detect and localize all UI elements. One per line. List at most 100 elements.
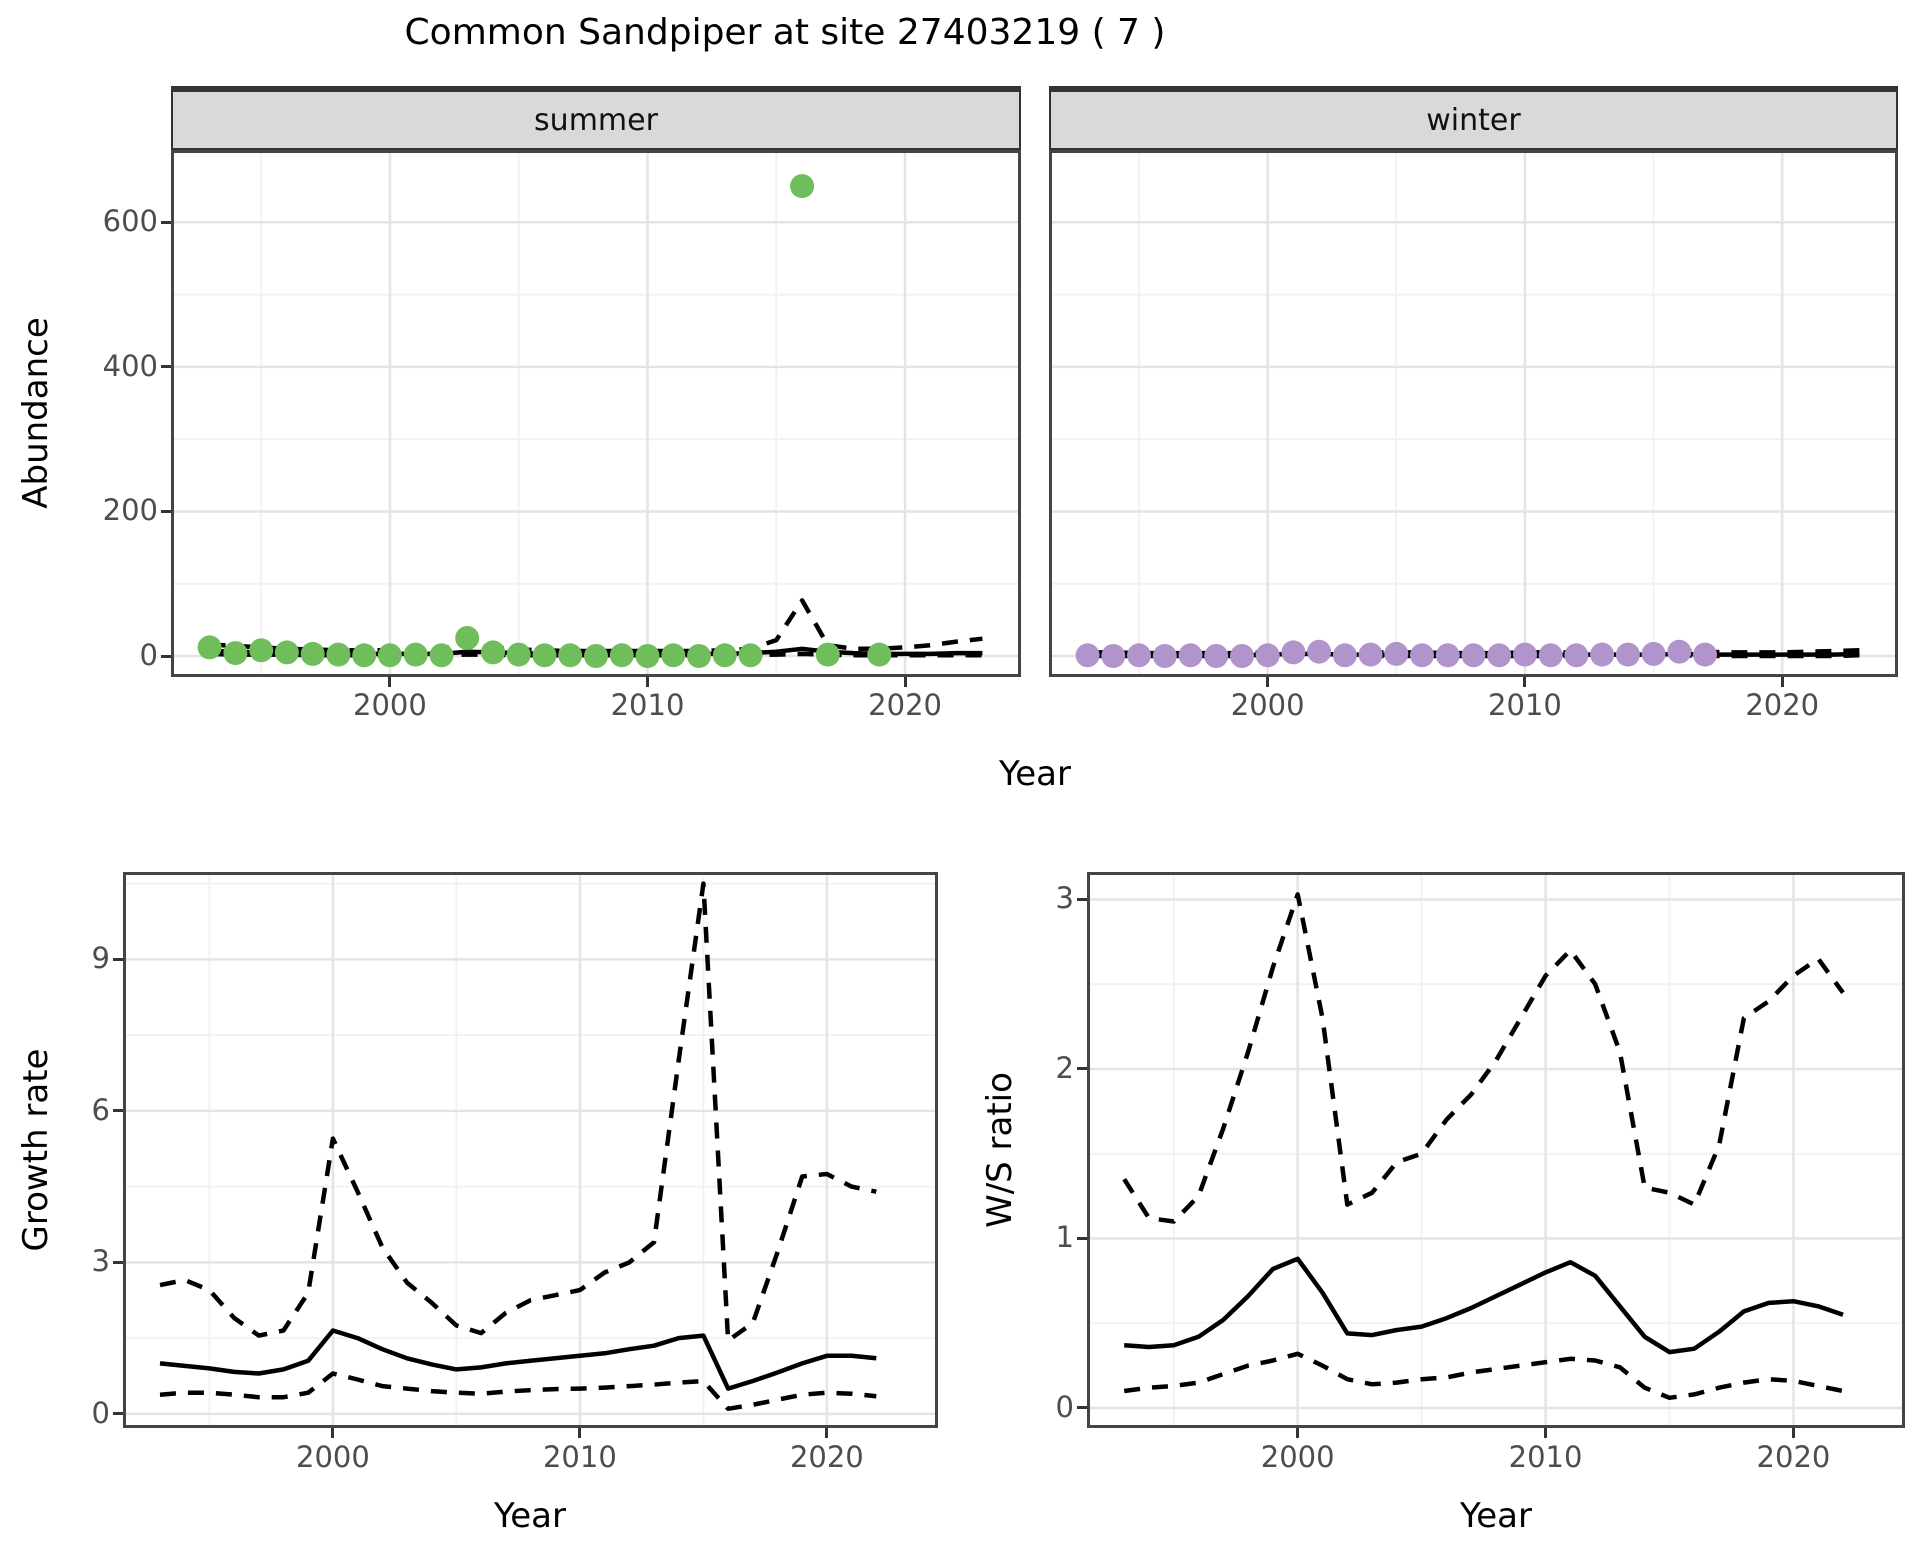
x-tick-label: 2010 (1508, 1440, 1583, 1474)
data-point (274, 640, 299, 665)
x-tick-label: 2010 (1488, 688, 1562, 722)
x-tick-label: 2000 (296, 1440, 370, 1474)
data-point (1667, 639, 1692, 664)
panel-border (1087, 872, 1905, 1428)
panel-border (1049, 150, 1898, 677)
x-tick-mark (825, 1428, 829, 1438)
x-tick-mark (646, 677, 649, 687)
ws-year-axis-title: Year (1460, 1496, 1532, 1536)
data-point (1230, 644, 1254, 668)
y-tick-mark (1077, 897, 1087, 901)
x-tick-mark (388, 677, 392, 687)
data-point (635, 644, 660, 668)
confidence-interval-line (1123, 1351, 1844, 1401)
data-point (1590, 642, 1615, 667)
data-point (1538, 643, 1563, 668)
data-point (1358, 642, 1383, 667)
confidence-interval-line (209, 598, 983, 654)
growth-year-axis-title: Year (494, 1496, 566, 1536)
data-point (867, 642, 892, 667)
facet-strip-summer: summer (171, 86, 1021, 150)
abundance-axis-title: Abundance (16, 317, 56, 509)
y-tick-label: 3 (91, 1244, 110, 1279)
data-point (712, 643, 737, 668)
data-point (1178, 643, 1203, 668)
y-tick-mark (1077, 1406, 1087, 1410)
x-tick-mark (1296, 1428, 1300, 1438)
x-tick-label: 2020 (868, 688, 942, 722)
data-point (300, 641, 325, 666)
data-point (197, 635, 222, 660)
page-title: Common Sandpiper at site 27403219 ( 7 ) (404, 12, 1166, 53)
data-point (1435, 643, 1460, 668)
x-tick-label: 2000 (1230, 688, 1305, 722)
data-point (249, 638, 274, 663)
data-point (403, 642, 428, 667)
y-tick-label: 200 (102, 493, 158, 528)
data-point (1204, 644, 1229, 668)
data-point (558, 643, 583, 668)
summer-abundance-panel (171, 150, 1021, 677)
y-tick-label: 6 (91, 1092, 110, 1127)
data-point (1255, 643, 1280, 668)
data-point (532, 643, 557, 668)
y-tick-mark (113, 1109, 123, 1113)
data-point (1615, 642, 1640, 667)
y-tick-label: 0 (91, 1395, 110, 1430)
y-tick-label: 0 (139, 638, 158, 673)
data-point (455, 626, 480, 650)
x-tick-mark (1791, 1428, 1795, 1438)
data-point (377, 643, 402, 668)
data-point (1487, 643, 1512, 668)
y-tick-mark (1077, 1236, 1087, 1240)
data-point (609, 643, 634, 668)
y-tick-mark (161, 509, 171, 513)
data-point (429, 643, 454, 668)
winter-abundance-panel (1049, 150, 1898, 677)
x-tick-mark (578, 1428, 582, 1438)
y-tick-label: 600 (102, 204, 158, 239)
y-tick-mark (113, 1260, 123, 1264)
y-tick-mark (161, 365, 171, 369)
y-tick-label: 0 (1055, 1389, 1074, 1424)
y-tick-label: 3 (1055, 881, 1074, 916)
top-year-axis-title: Year (999, 754, 1071, 794)
data-point (1152, 644, 1177, 668)
data-point (790, 174, 815, 199)
data-point (1641, 641, 1666, 666)
data-point (1127, 643, 1151, 668)
y-tick-mark (113, 1412, 123, 1416)
x-tick-label: 2020 (1756, 1440, 1831, 1474)
x-tick-label: 2010 (610, 688, 685, 722)
confidence-interval-line (1122, 892, 1845, 1224)
facet-strip-winter-label: winter (1426, 102, 1521, 138)
panel-border (123, 872, 938, 1428)
data-point (738, 643, 763, 668)
ws-ratio-panel (1087, 872, 1905, 1428)
y-tick-label: 9 (91, 941, 110, 976)
data-point (584, 644, 608, 668)
data-point (815, 642, 840, 667)
data-point (1332, 643, 1357, 668)
x-tick-mark (1523, 677, 1527, 687)
data-point (1281, 640, 1306, 665)
growth-rate-axis-title: Growth rate (16, 1048, 56, 1252)
ws-ratio-axis-title: W/S ratio (980, 1072, 1020, 1228)
growth-rate-panel (123, 872, 938, 1428)
data-point (1307, 639, 1332, 664)
x-tick-label: 2000 (1260, 1440, 1335, 1474)
data-point (223, 641, 248, 666)
panel-border (171, 150, 1021, 677)
y-tick-label: 1 (1055, 1220, 1074, 1255)
data-point (326, 642, 351, 667)
data-point (1461, 643, 1486, 668)
x-tick-label: 2000 (353, 688, 427, 722)
fit-line (159, 1328, 877, 1391)
data-point (506, 642, 531, 667)
y-tick-mark (161, 654, 171, 658)
x-tick-mark (1780, 677, 1784, 687)
confidence-interval-line (159, 1371, 877, 1412)
data-point (1384, 641, 1409, 666)
x-tick-mark (1266, 677, 1270, 687)
